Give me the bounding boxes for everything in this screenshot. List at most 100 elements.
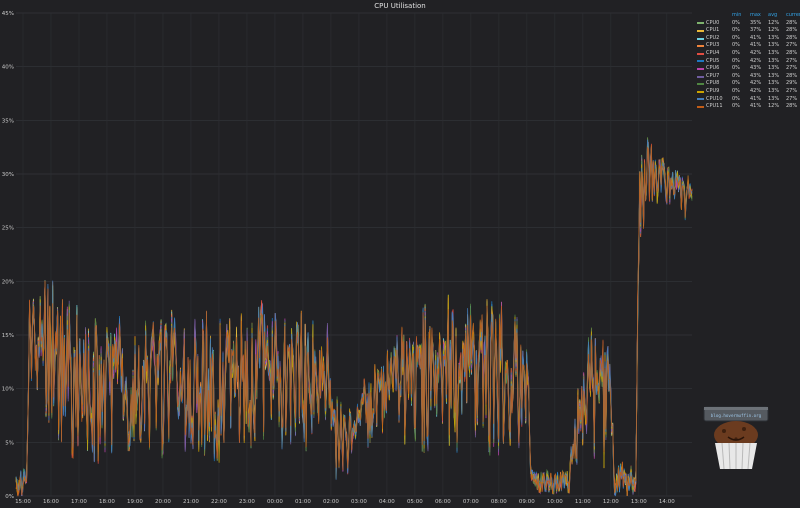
legend-current: 28%: [786, 72, 798, 79]
legend-swatch: [697, 45, 704, 48]
legend-item-cpu11[interactable]: CPU11 0% 41% 12% 28%: [697, 103, 800, 111]
legend-header-min: min: [732, 12, 742, 18]
legend: min max avg current CPU00%35%12%28%CPU10…: [697, 12, 800, 111]
legend-rows: CPU0 0% 35% 12% 28% CPU1 0% 37% 12% 28% CPU2 0% 41% 1…: [697, 20, 800, 111]
legend-item-cpu6[interactable]: CPU6 0% 43% 13% 27%: [697, 65, 800, 73]
x-tick-label: 22:00: [211, 499, 227, 505]
x-tick-label: 14:00: [659, 499, 675, 505]
legend-max: 42%: [750, 57, 762, 64]
y-tick-label: 30%: [2, 172, 14, 178]
y-tick-label: 20%: [2, 279, 14, 285]
legend-current: 27%: [786, 57, 798, 64]
x-tick-label: 04:00: [379, 499, 395, 505]
legend-avg: 13%: [768, 65, 780, 72]
series-line-cpu7: [15, 141, 693, 497]
legend-avg: 13%: [768, 72, 780, 79]
legend-avg: 13%: [768, 95, 780, 102]
legend-min: 0%: [732, 57, 740, 64]
legend-max: 42%: [750, 80, 762, 87]
y-tick-label: 25%: [2, 226, 14, 232]
legend-min: 0%: [732, 27, 740, 34]
x-tick-label: 00:00: [267, 499, 283, 505]
legend-swatch: [697, 75, 704, 78]
y-tick-label: 10%: [2, 387, 14, 393]
legend-item-cpu9[interactable]: CPU9 0% 42% 13% 27%: [697, 88, 800, 96]
legend-min: 0%: [732, 42, 740, 49]
legend-swatch: [697, 37, 704, 40]
x-tick-label: 21:00: [183, 499, 199, 505]
legend-avg: 12%: [768, 103, 780, 110]
legend-name: CPU11: [706, 103, 723, 110]
x-tick-label: 10:00: [547, 499, 563, 505]
series-line-cpu8: [15, 137, 693, 494]
series-line-cpu2: [15, 143, 693, 497]
legend-current: 28%: [786, 27, 798, 34]
x-tick-label: 15:00: [15, 499, 31, 505]
x-tick-label: 23:00: [239, 499, 255, 505]
legend-item-cpu8[interactable]: CPU8 0% 42% 13% 29%: [697, 80, 800, 88]
logo-text: blog.hovermuffin.org: [711, 413, 762, 418]
legend-item-cpu10[interactable]: CPU10 0% 41% 13% 27%: [697, 96, 800, 104]
series-layer: [15, 137, 693, 497]
legend-name: CPU5: [706, 57, 720, 64]
legend-swatch: [697, 29, 704, 32]
legend-item-cpu7[interactable]: CPU7 0% 43% 13% 28%: [697, 73, 800, 81]
legend-current: 28%: [786, 34, 798, 41]
legend-max: 43%: [750, 72, 762, 79]
legend-max: 35%: [750, 19, 762, 26]
legend-avg: 12%: [768, 27, 780, 34]
legend-item-cpu0[interactable]: CPU0 0% 35% 12% 28%: [697, 20, 800, 28]
series-line-cpu1: [15, 146, 693, 497]
panel-title: CPU Utilisation: [374, 2, 426, 10]
series-line-cpu11: [15, 144, 693, 497]
legend-name: CPU6: [706, 65, 720, 72]
legend-avg: 13%: [768, 80, 780, 87]
y-tick-label: 0%: [5, 494, 14, 500]
legend-swatch: [697, 60, 704, 63]
legend-name: CPU4: [706, 49, 720, 56]
x-axis: 15:00 16:00 17:00 18:00 19:00 20:00 21:00 22:00…: [15, 499, 675, 505]
x-tick-label: 06:00: [435, 499, 451, 505]
legend-current: 27%: [786, 65, 798, 72]
chart-grid: [16, 12, 692, 497]
legend-max: 41%: [750, 42, 762, 49]
x-tick-label: 17:00: [71, 499, 87, 505]
legend-min: 0%: [732, 103, 740, 110]
legend-item-cpu5[interactable]: CPU5 0% 42% 13% 27%: [697, 58, 800, 66]
legend-avg: 13%: [768, 34, 780, 41]
legend-header-current: current: [786, 12, 800, 18]
legend-name: CPU7: [706, 72, 720, 79]
legend-item-cpu4[interactable]: CPU4 0% 42% 13% 28%: [697, 50, 800, 58]
legend-header-avg: avg: [768, 12, 778, 18]
legend-min: 0%: [732, 19, 740, 26]
x-tick-label: 01:00: [295, 499, 311, 505]
series-line-cpu4: [15, 143, 693, 497]
legend-name: CPU8: [706, 80, 720, 87]
legend-max: 37%: [750, 27, 762, 34]
x-tick-label: 19:00: [127, 499, 143, 505]
legend-item-cpu3[interactable]: CPU3 0% 41% 13% 27%: [697, 42, 800, 50]
legend-item-cpu2[interactable]: CPU2 0% 41% 13% 28%: [697, 35, 800, 43]
y-tick-label: 45%: [2, 11, 14, 17]
y-tick-label: 5%: [5, 440, 14, 446]
series-line-cpu6: [15, 141, 693, 497]
legend-swatch: [697, 98, 704, 101]
legend-max: 43%: [750, 65, 762, 72]
legend-header-max: max: [750, 12, 761, 18]
legend-max: 42%: [750, 49, 762, 56]
legend-max: 42%: [750, 87, 762, 94]
legend-name: CPU3: [706, 42, 720, 49]
legend-name: CPU1: [706, 27, 720, 34]
legend-min: 0%: [732, 49, 740, 56]
legend-item-cpu1[interactable]: CPU1 0% 37% 12% 28%: [697, 27, 800, 35]
legend-min: 0%: [732, 87, 740, 94]
x-tick-label: 16:00: [43, 499, 59, 505]
legend-min: 0%: [732, 34, 740, 41]
legend-swatch: [697, 67, 704, 70]
legend-current: 27%: [786, 95, 798, 102]
legend-min: 0%: [732, 95, 740, 102]
legend-swatch: [697, 22, 704, 25]
x-tick-label: 07:00: [463, 499, 479, 505]
